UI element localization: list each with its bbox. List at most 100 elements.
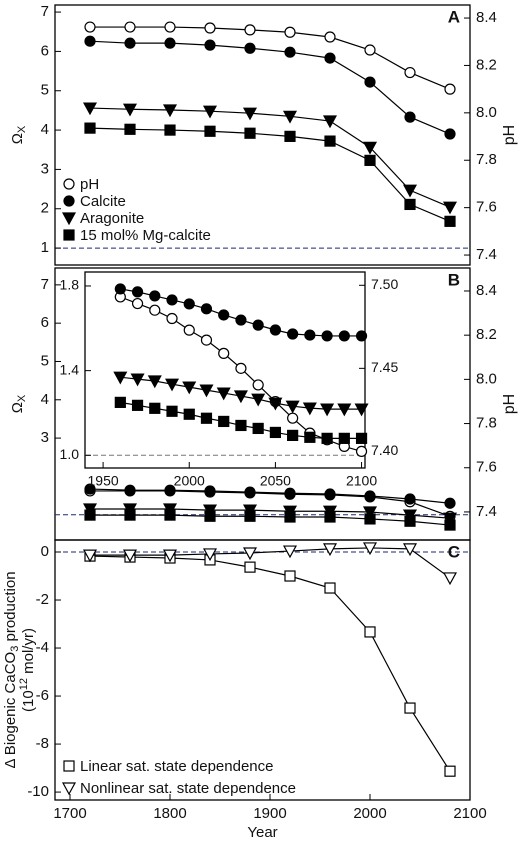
y2-tick-label: 7.8 <box>476 415 497 432</box>
data-point <box>444 497 456 509</box>
y-tick-label: 7 <box>41 276 49 293</box>
y-tick-label: 4 <box>41 121 49 138</box>
data-point <box>235 419 247 432</box>
data-point <box>444 128 456 140</box>
data-point <box>444 83 456 95</box>
data-point <box>204 39 216 51</box>
data-point <box>202 105 218 119</box>
data-point <box>268 397 283 411</box>
y-axis-label-part: X <box>16 125 28 133</box>
data-point <box>82 102 98 116</box>
y2-tick-label: 8.2 <box>476 56 497 73</box>
data-point <box>322 115 338 129</box>
data-point <box>84 35 96 47</box>
legend-label: Calcite <box>80 193 126 210</box>
data-point <box>304 431 316 443</box>
data-point <box>338 432 350 444</box>
data-point <box>218 415 230 428</box>
data-point <box>324 488 336 500</box>
y-axis-label-part: 12 <box>18 678 30 690</box>
data-point <box>324 511 336 523</box>
data-point <box>84 122 96 134</box>
y-axis-label: ΩX <box>9 125 28 144</box>
data-point <box>404 66 416 79</box>
data-point <box>402 184 418 198</box>
data-point <box>183 408 195 420</box>
series-line <box>90 490 451 517</box>
data-point <box>164 484 176 496</box>
data-point <box>200 412 213 424</box>
y2-tick-label: 8.2 <box>476 326 497 343</box>
data-point <box>364 626 376 638</box>
data-point <box>113 371 128 385</box>
x-tick-label: 2050 <box>260 473 291 489</box>
data-point <box>282 545 298 559</box>
y2-tick-label: 7.8 <box>476 151 497 168</box>
y-axis-label-part: 3 <box>9 646 21 652</box>
y-tick-label: 2 <box>41 200 49 217</box>
series-line <box>89 127 451 222</box>
data-point <box>284 46 296 58</box>
legend-label: pH <box>80 176 99 193</box>
y-tick-label: -2 <box>36 591 49 608</box>
data-point <box>124 484 136 496</box>
data-point <box>124 123 136 135</box>
x-tick-label: 1900 <box>253 805 286 822</box>
series-line <box>89 107 451 208</box>
y2-tick-label: 7.45 <box>371 359 398 375</box>
data-point <box>122 103 138 117</box>
data-point <box>304 329 316 341</box>
data-point <box>204 510 216 522</box>
data-point <box>285 400 300 414</box>
data-point <box>337 403 352 417</box>
data-point <box>442 512 458 526</box>
y2-tick-label: 8.0 <box>476 370 497 387</box>
data-point <box>442 201 458 215</box>
data-point <box>131 399 144 411</box>
data-point <box>269 324 281 336</box>
data-point <box>114 396 126 408</box>
data-point <box>166 312 178 325</box>
legend-marker <box>63 760 75 772</box>
data-point <box>164 509 176 521</box>
data-point <box>164 124 176 136</box>
data-point <box>404 111 416 123</box>
legend-marker <box>63 195 75 207</box>
y-axis-label: Δ Biogenic CaCO3 production <box>2 571 21 768</box>
data-point <box>355 445 368 457</box>
data-point <box>404 493 416 505</box>
data-point <box>321 330 333 342</box>
data-point <box>242 547 258 561</box>
data-point <box>251 393 266 407</box>
y-tick-label: -8 <box>36 735 49 752</box>
y-tick-label: -4 <box>36 639 49 656</box>
data-point <box>204 125 216 137</box>
data-point <box>124 37 136 49</box>
panel-label: C <box>448 542 460 561</box>
data-point <box>402 509 418 523</box>
data-point <box>244 127 256 139</box>
data-point <box>199 384 214 398</box>
data-point <box>84 21 96 33</box>
y-tick-label: 3 <box>41 160 49 177</box>
data-point <box>324 52 336 64</box>
data-point <box>149 402 161 414</box>
x-tick-label: 2000 <box>174 473 205 489</box>
data-point <box>218 347 230 359</box>
series-line <box>90 26 451 90</box>
data-point <box>235 314 247 326</box>
data-point <box>284 570 296 582</box>
data-point <box>402 543 418 557</box>
data-point <box>162 503 178 517</box>
data-point <box>269 426 281 439</box>
data-point <box>404 198 416 211</box>
data-point <box>252 319 264 331</box>
data-point <box>82 549 98 563</box>
y2-tick-label: 7.40 <box>371 442 398 458</box>
x-tick-label: 2000 <box>353 805 386 822</box>
data-point <box>364 513 376 525</box>
data-point <box>131 297 144 310</box>
data-point <box>320 403 335 417</box>
legend-label: 15 mol% Mg-calcite <box>80 227 211 244</box>
